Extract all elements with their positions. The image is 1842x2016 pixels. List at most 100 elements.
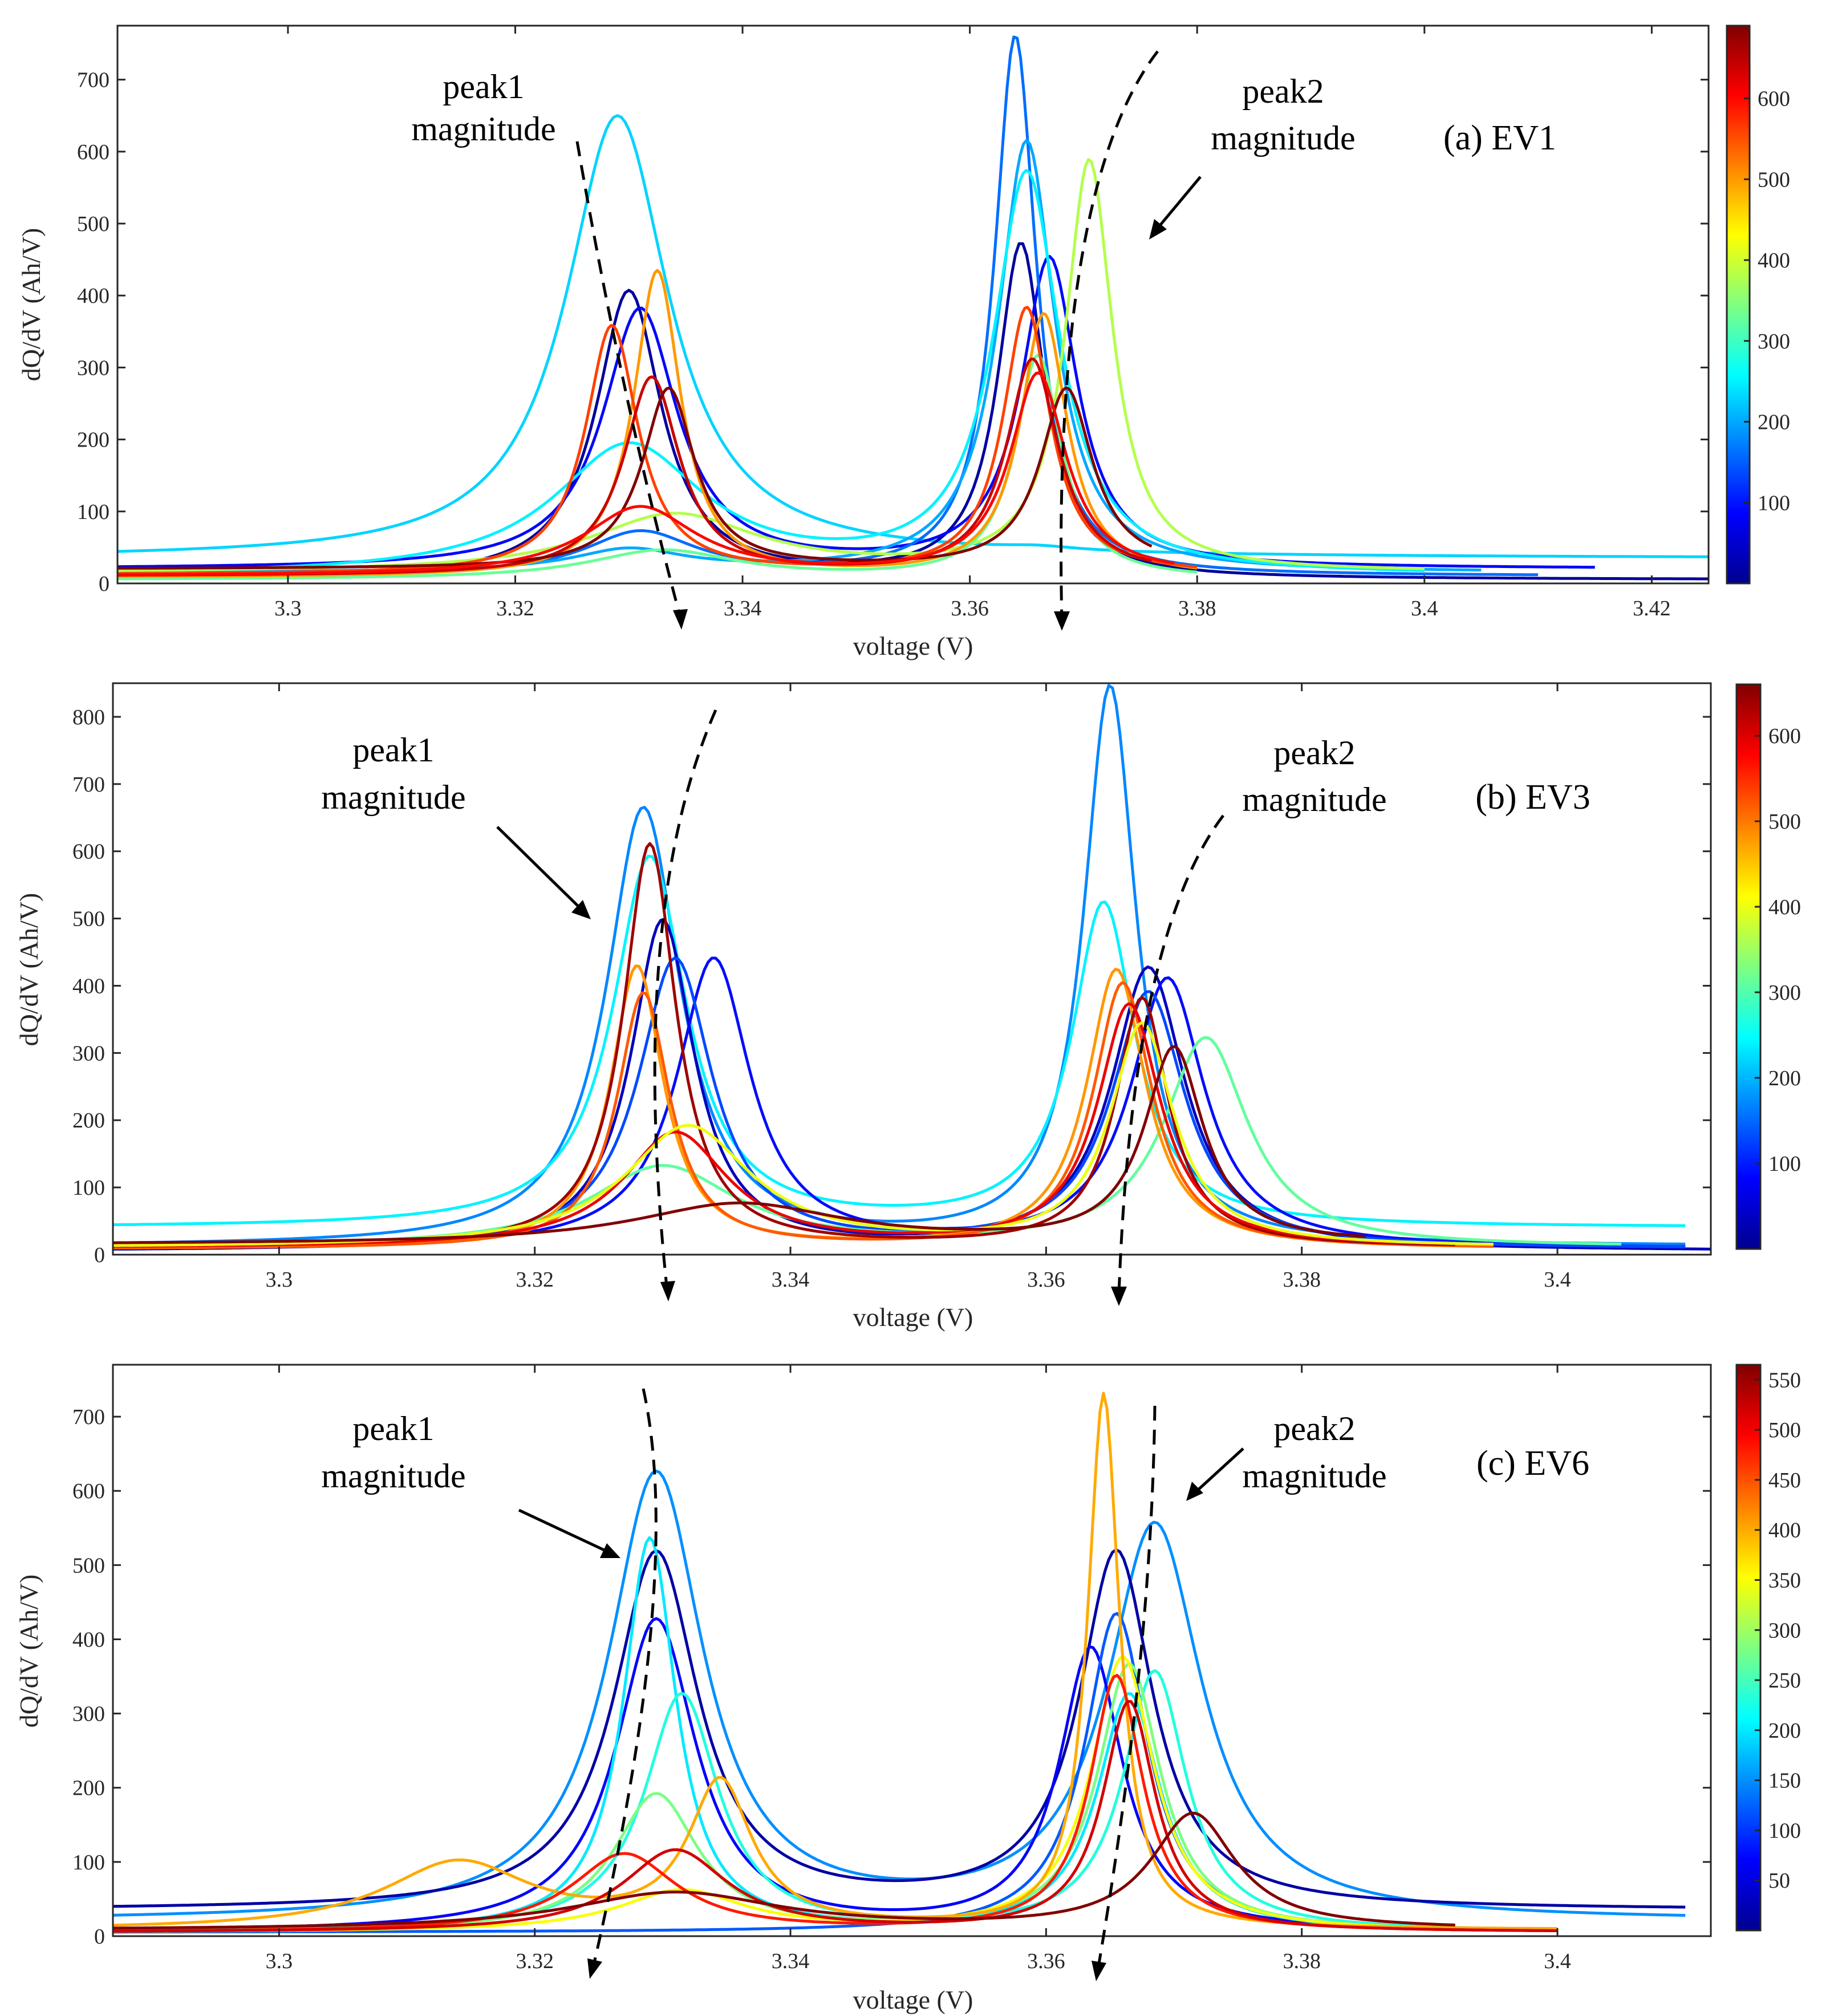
panel-ev3: 3.3 3.32 3.34 3.36 3.38 3.4 0 100 200 300 400 500 6… (14, 682, 1801, 1332)
peak2-trend-dashed-line (1096, 1405, 1157, 1971)
colorbar-tick-label: 500 (1768, 1418, 1801, 1442)
x-tick-label: 3.36 (1027, 1949, 1065, 1973)
peak1-label-line2: magnitude (321, 1457, 465, 1495)
y-tick-label: 200 (72, 1776, 105, 1800)
x-tick-labels: 3.3 3.32 3.34 3.36 3.38 3.4 (266, 1365, 1571, 1973)
x-tick-label: 3.36 (1027, 1268, 1065, 1292)
series-line-1 (113, 1548, 1686, 1909)
peak1-annotation-arrowhead (571, 900, 591, 919)
peak2-label-line1: peak2 (1273, 1410, 1355, 1447)
peak2-trend-arrowhead (1111, 1287, 1127, 1306)
peak1-annotation-arrow (518, 1508, 610, 1554)
peak2-trend-arrowhead (1092, 1961, 1106, 1981)
y-tick-label: 100 (72, 1851, 105, 1875)
x-tick-label: 3.38 (1283, 1268, 1321, 1292)
peak2-trend-dashed-line (1117, 814, 1224, 1295)
x-axis-label: voltage (V) (853, 631, 973, 660)
y-tick-label: 200 (72, 1109, 105, 1133)
colorbar-tick-label: 500 (1768, 810, 1801, 834)
colorbar-tick-label: 100 (1768, 1152, 1801, 1176)
x-tick-label: 3.3 (266, 1268, 293, 1292)
x-tick-labels: 3.3 3.32 3.34 3.36 3.38 3.4 3.42 (274, 26, 1671, 620)
peak1-label-line2: magnitude (411, 110, 555, 148)
peak2-label-line2: magnitude (1211, 119, 1355, 157)
peak1-label-line1: peak1 (352, 731, 434, 769)
colorbar-tick-label: 200 (1758, 411, 1790, 435)
x-tick-label: 3.32 (516, 1268, 554, 1292)
colorbar-ticks: 50 100 150 200 250 300 350 400 450 500 550 (1755, 1368, 1801, 1893)
y-tick-label: 0 (94, 1243, 105, 1267)
peak1-label-line2: magnitude (321, 778, 465, 816)
colorbar-tick-label: 400 (1758, 249, 1790, 273)
peak2-label-line2: magnitude (1242, 1457, 1386, 1495)
colorbar-tick-label: 300 (1768, 981, 1801, 1005)
series-line-9 (113, 1002, 1430, 1248)
y-tick-labels: 0 100 200 300 400 500 600 700 (77, 68, 1709, 596)
peak1-trend-arrowhead (673, 609, 688, 630)
y-tick-label: 200 (77, 428, 109, 452)
series-line-12 (117, 371, 1175, 577)
y-tick-label: 700 (72, 1405, 105, 1429)
x-tick-label: 3.42 (1633, 597, 1671, 620)
x-tick-label: 3.36 (951, 597, 989, 620)
colorbar-ticks: 100 200 300 400 500 600 (1755, 724, 1801, 1176)
series-layer (113, 1392, 1686, 1934)
colorbar-tick-label: 550 (1768, 1368, 1801, 1392)
peak2-annotation-arrowhead (1186, 1482, 1203, 1501)
x-tick-label: 3.34 (772, 1268, 810, 1292)
colorbar-tick-label: 450 (1768, 1469, 1801, 1492)
colorbar-ticks: 100 200 300 400 500 600 (1744, 87, 1790, 515)
y-tick-label: 400 (77, 284, 109, 308)
y-tick-label: 500 (77, 212, 109, 236)
colorbar-tick-label: 300 (1768, 1619, 1801, 1642)
series-layer (113, 684, 1711, 1251)
y-tick-label: 500 (72, 1553, 105, 1577)
peak1-trend-arrowhead (587, 1958, 602, 1979)
x-tick-label: 3.3 (266, 1949, 293, 1973)
y-tick-label: 700 (72, 773, 105, 797)
series-line-7 (113, 981, 1494, 1250)
series-line-11 (113, 1811, 1455, 1930)
y-tick-label: 600 (72, 840, 105, 864)
panel-title: (b) EV3 (1475, 778, 1590, 817)
peak2-annotation-arrowhead (1149, 219, 1167, 240)
series-layer (117, 35, 1709, 581)
plot-frame (112, 1364, 1712, 1937)
y-tick-label: 400 (72, 974, 105, 998)
peak2-annotation-arrow (1195, 1447, 1244, 1492)
y-tick-labels: 0 100 200 300 400 500 600 700 800 (72, 705, 1711, 1267)
peak1-annotation-arrowhead (600, 1543, 620, 1558)
panel-ev6: 3.3 3.32 3.34 3.36 3.38 3.4 0 100 200 300 400 500 6… (14, 1364, 1801, 2014)
y-tick-label: 0 (99, 572, 109, 596)
y-tick-label: 800 (72, 705, 105, 729)
colorbar-tick-label: 100 (1768, 1819, 1801, 1843)
series-line-1 (113, 854, 1686, 1227)
peak2-label-line1: peak2 (1242, 72, 1324, 110)
colorbar-tick-label: 200 (1768, 1066, 1801, 1090)
y-tick-label: 400 (72, 1628, 105, 1652)
panel-title: (c) EV6 (1476, 1444, 1589, 1483)
x-tick-label: 3.4 (1411, 597, 1438, 620)
plot-frame (112, 682, 1712, 1256)
y-tick-label: 300 (77, 356, 109, 380)
peak1-label-line1: peak1 (352, 1410, 434, 1447)
y-axis-label: dQ/dV (Ah/V) (14, 1575, 43, 1728)
colorbar-tick-label: 400 (1768, 1519, 1801, 1543)
colorbar-tick-label: 600 (1768, 724, 1801, 748)
peak1-trend-dashed-line (653, 709, 717, 1292)
peak1-trend-arrowhead (660, 1281, 675, 1301)
x-tick-labels: 3.3 3.32 3.34 3.36 3.38 3.4 (266, 683, 1571, 1292)
y-tick-labels: 0 100 200 300 400 500 600 700 (72, 1405, 1711, 1949)
series-line-5 (117, 169, 1425, 573)
peak1-trend-dashed-line (591, 1388, 658, 1968)
peak1-annotation-arrow (496, 826, 583, 911)
x-tick-label: 3.32 (496, 597, 534, 620)
y-tick-label: 700 (77, 68, 109, 92)
y-tick-label: 100 (77, 500, 109, 524)
colorbar-tick-label: 250 (1768, 1669, 1801, 1693)
colorbar (1735, 683, 1762, 1250)
x-tick-label: 3.3 (274, 597, 302, 620)
plot-frame (116, 25, 1710, 585)
